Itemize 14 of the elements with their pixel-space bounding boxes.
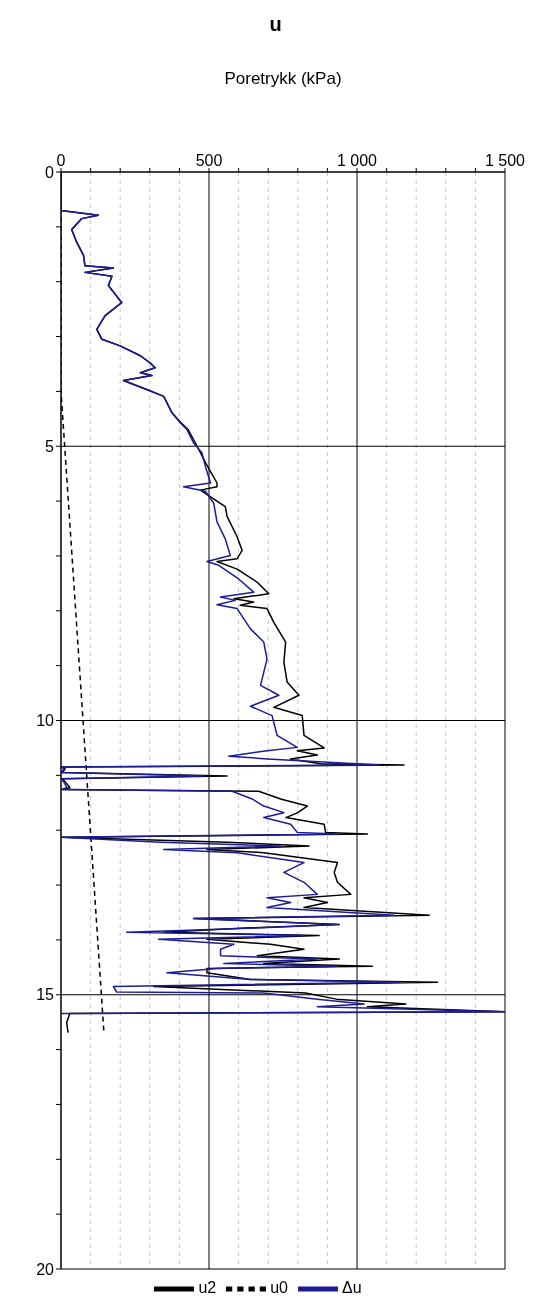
chart-title: u bbox=[268, 12, 283, 37]
y-tick-label: 20 bbox=[36, 1260, 55, 1278]
x-axis-title: Poretrykk (kPa) bbox=[224, 69, 342, 89]
x-tick-label: 0 bbox=[56, 152, 66, 169]
y-tick-label: 10 bbox=[36, 712, 55, 730]
y-tick-label: 15 bbox=[36, 986, 55, 1004]
x-tick-label: 500 bbox=[195, 152, 223, 169]
x-tick-label: 1 000 bbox=[336, 152, 378, 169]
x-tick-label: 1 500 bbox=[484, 152, 526, 169]
y-tick-label: 5 bbox=[45, 437, 55, 455]
legend-label: Δu bbox=[342, 1279, 362, 1297]
legend-label: u0 bbox=[270, 1279, 288, 1297]
y-tick-label: 0 bbox=[45, 163, 55, 181]
legend-label: u2 bbox=[198, 1279, 217, 1297]
